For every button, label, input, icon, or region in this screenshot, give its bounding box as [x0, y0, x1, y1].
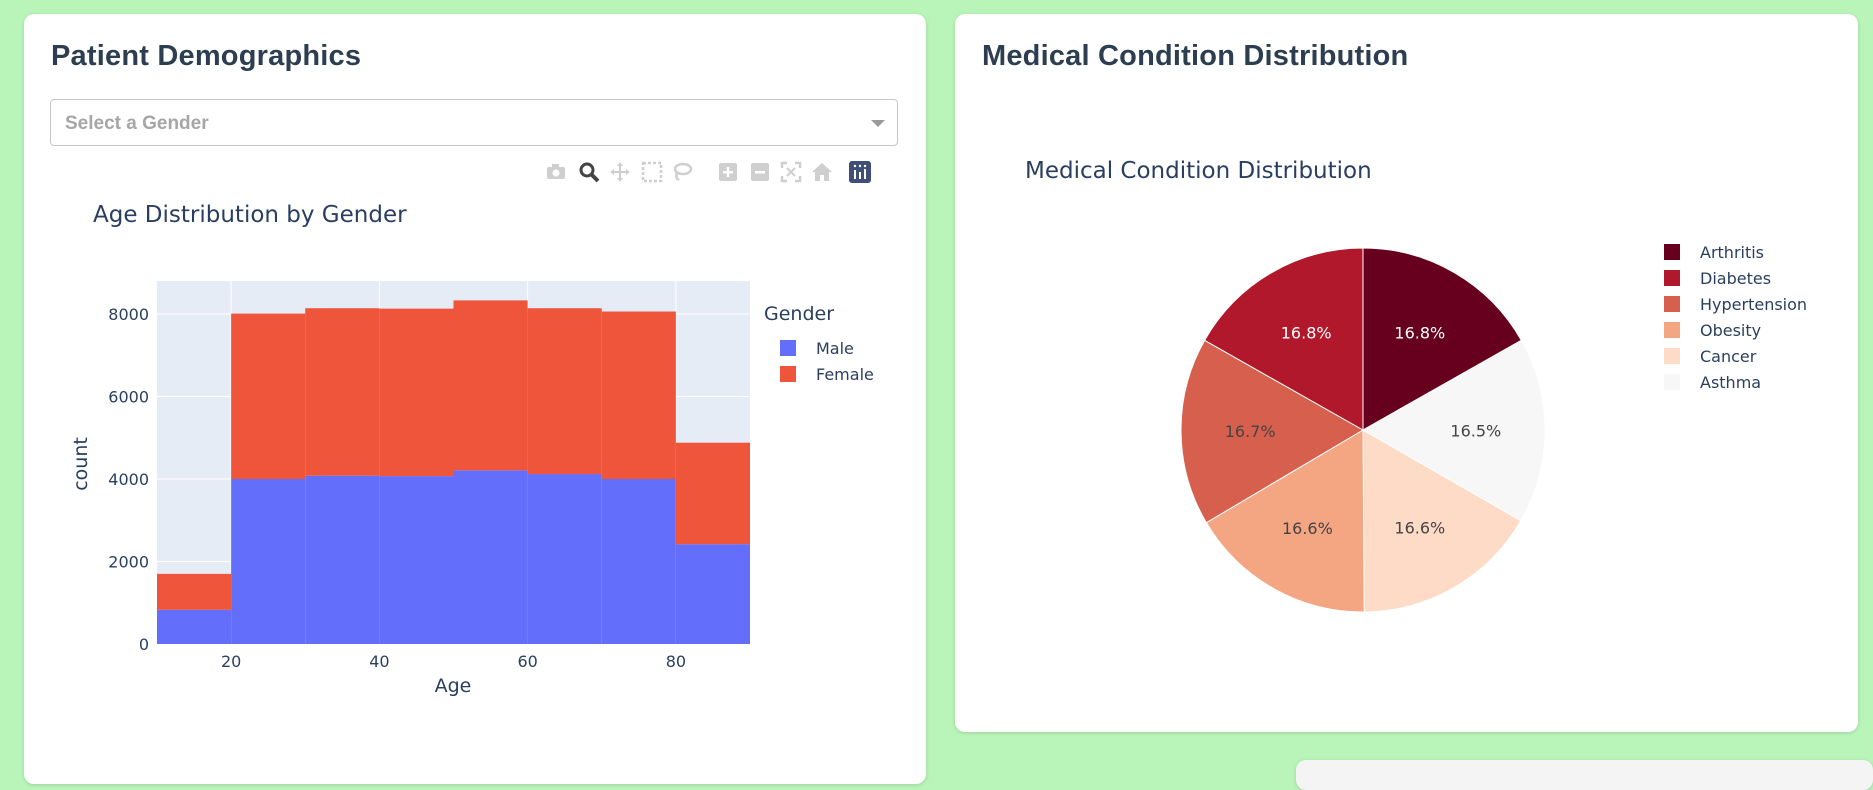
legend-label[interactable]: Obesity	[1700, 321, 1761, 340]
legend-swatch[interactable]	[780, 340, 796, 356]
legend-swatch[interactable]	[1664, 322, 1680, 338]
pie-slice-obesity[interactable]	[1205, 429, 1365, 613]
pie-slice-label: 16.6%	[1282, 519, 1333, 538]
lasso-icon[interactable]	[670, 160, 694, 184]
age-histogram-chart: Age Distribution by Gender 0 2000 4000 6000…	[70, 202, 874, 697]
x-tick-label: 60	[517, 652, 537, 671]
bar-female[interactable]	[305, 308, 380, 476]
next-card-edge	[1296, 760, 1873, 790]
camera-icon[interactable]	[544, 160, 568, 184]
bar-male[interactable]	[305, 475, 380, 644]
bar-female[interactable]	[157, 573, 232, 610]
bar-female[interactable]	[527, 308, 602, 475]
pie-slice-label: 16.8%	[1394, 324, 1445, 343]
plotly-logo-icon[interactable]	[848, 160, 872, 184]
legend-label[interactable]: Asthma	[1700, 373, 1761, 392]
x-tick-label: 40	[369, 652, 389, 671]
legend-label[interactable]: Arthritis	[1700, 243, 1764, 262]
bar-male[interactable]	[601, 479, 676, 644]
zoom-icon[interactable]	[577, 160, 601, 184]
x-tick-label: 20	[221, 652, 241, 671]
bar-male[interactable]	[157, 609, 232, 644]
y-axis-label: count	[70, 437, 92, 491]
zoom-in-icon[interactable]	[716, 160, 740, 184]
legend-swatch[interactable]	[1664, 348, 1680, 364]
bar-male[interactable]	[527, 474, 602, 644]
legend-swatch[interactable]	[780, 366, 796, 382]
pie-slice-label: 16.7%	[1225, 422, 1276, 441]
medical-condition-title: Medical Condition Distribution	[982, 40, 1409, 72]
legend-label[interactable]: Diabetes	[1700, 269, 1771, 288]
bar-female[interactable]	[453, 300, 528, 471]
legend-label[interactable]: Female	[816, 365, 874, 384]
legend-label[interactable]: Male	[816, 339, 854, 358]
bar-male[interactable]	[675, 544, 750, 644]
legend-swatch[interactable]	[1664, 296, 1680, 312]
gender-dropdown[interactable]: Select a Gender	[50, 99, 898, 146]
chart-title: Age Distribution by Gender	[93, 202, 407, 228]
patient-demographics-title: Patient Demographics	[51, 40, 362, 72]
medical-condition-card: Medical Condition Distribution Medical C…	[955, 14, 1858, 732]
y-tick-label: 8000	[108, 305, 149, 324]
chevron-down-icon[interactable]	[871, 120, 885, 127]
y-tick-label: 6000	[108, 388, 149, 407]
patient-demographics-card: Patient Demographics Select a Gender	[24, 14, 926, 784]
legend-swatch[interactable]	[1664, 270, 1680, 286]
x-tick-label: 80	[666, 652, 686, 671]
reset-axes-icon[interactable]	[810, 160, 834, 184]
pie-slice-arthritis[interactable]	[1362, 247, 1523, 431]
pie-slice-label: 16.5%	[1450, 421, 1501, 440]
bar-female[interactable]	[675, 442, 750, 545]
gender-dropdown-placeholder: Select a Gender	[65, 113, 209, 134]
zoom-out-icon[interactable]	[748, 160, 772, 184]
bar-female[interactable]	[379, 308, 454, 477]
legend-label[interactable]: Cancer	[1700, 347, 1757, 366]
y-tick-label: 2000	[108, 553, 149, 572]
pie-slice-cancer[interactable]	[1362, 429, 1522, 613]
y-tick-label: 0	[139, 635, 149, 654]
pie-slice-label: 16.6%	[1394, 518, 1445, 537]
pie-slice-diabetes[interactable]	[1203, 247, 1364, 431]
bar-female[interactable]	[231, 313, 306, 479]
legend-swatch[interactable]	[1664, 374, 1680, 390]
pie-slice-label: 16.8%	[1281, 324, 1332, 343]
legend-title: Gender	[764, 303, 834, 325]
pan-icon[interactable]	[608, 160, 632, 184]
x-axis-label: Age	[435, 675, 472, 697]
pie-slice-hypertension[interactable]	[1180, 339, 1364, 524]
chart-title: Medical Condition Distribution	[1025, 158, 1372, 184]
bar-male[interactable]	[379, 476, 454, 644]
legend-swatch[interactable]	[1664, 244, 1680, 260]
bar-male[interactable]	[453, 470, 528, 644]
legend-label[interactable]: Hypertension	[1700, 295, 1807, 314]
bar-male[interactable]	[231, 479, 306, 644]
box-select-icon[interactable]	[640, 160, 664, 184]
autoscale-icon[interactable]	[779, 160, 803, 184]
condition-pie-chart: Medical Condition Distribution 16.8% 16.5…	[1025, 158, 1807, 613]
y-tick-label: 4000	[108, 470, 149, 489]
pie-slice-asthma[interactable]	[1361, 339, 1546, 522]
bar-female[interactable]	[601, 311, 676, 479]
